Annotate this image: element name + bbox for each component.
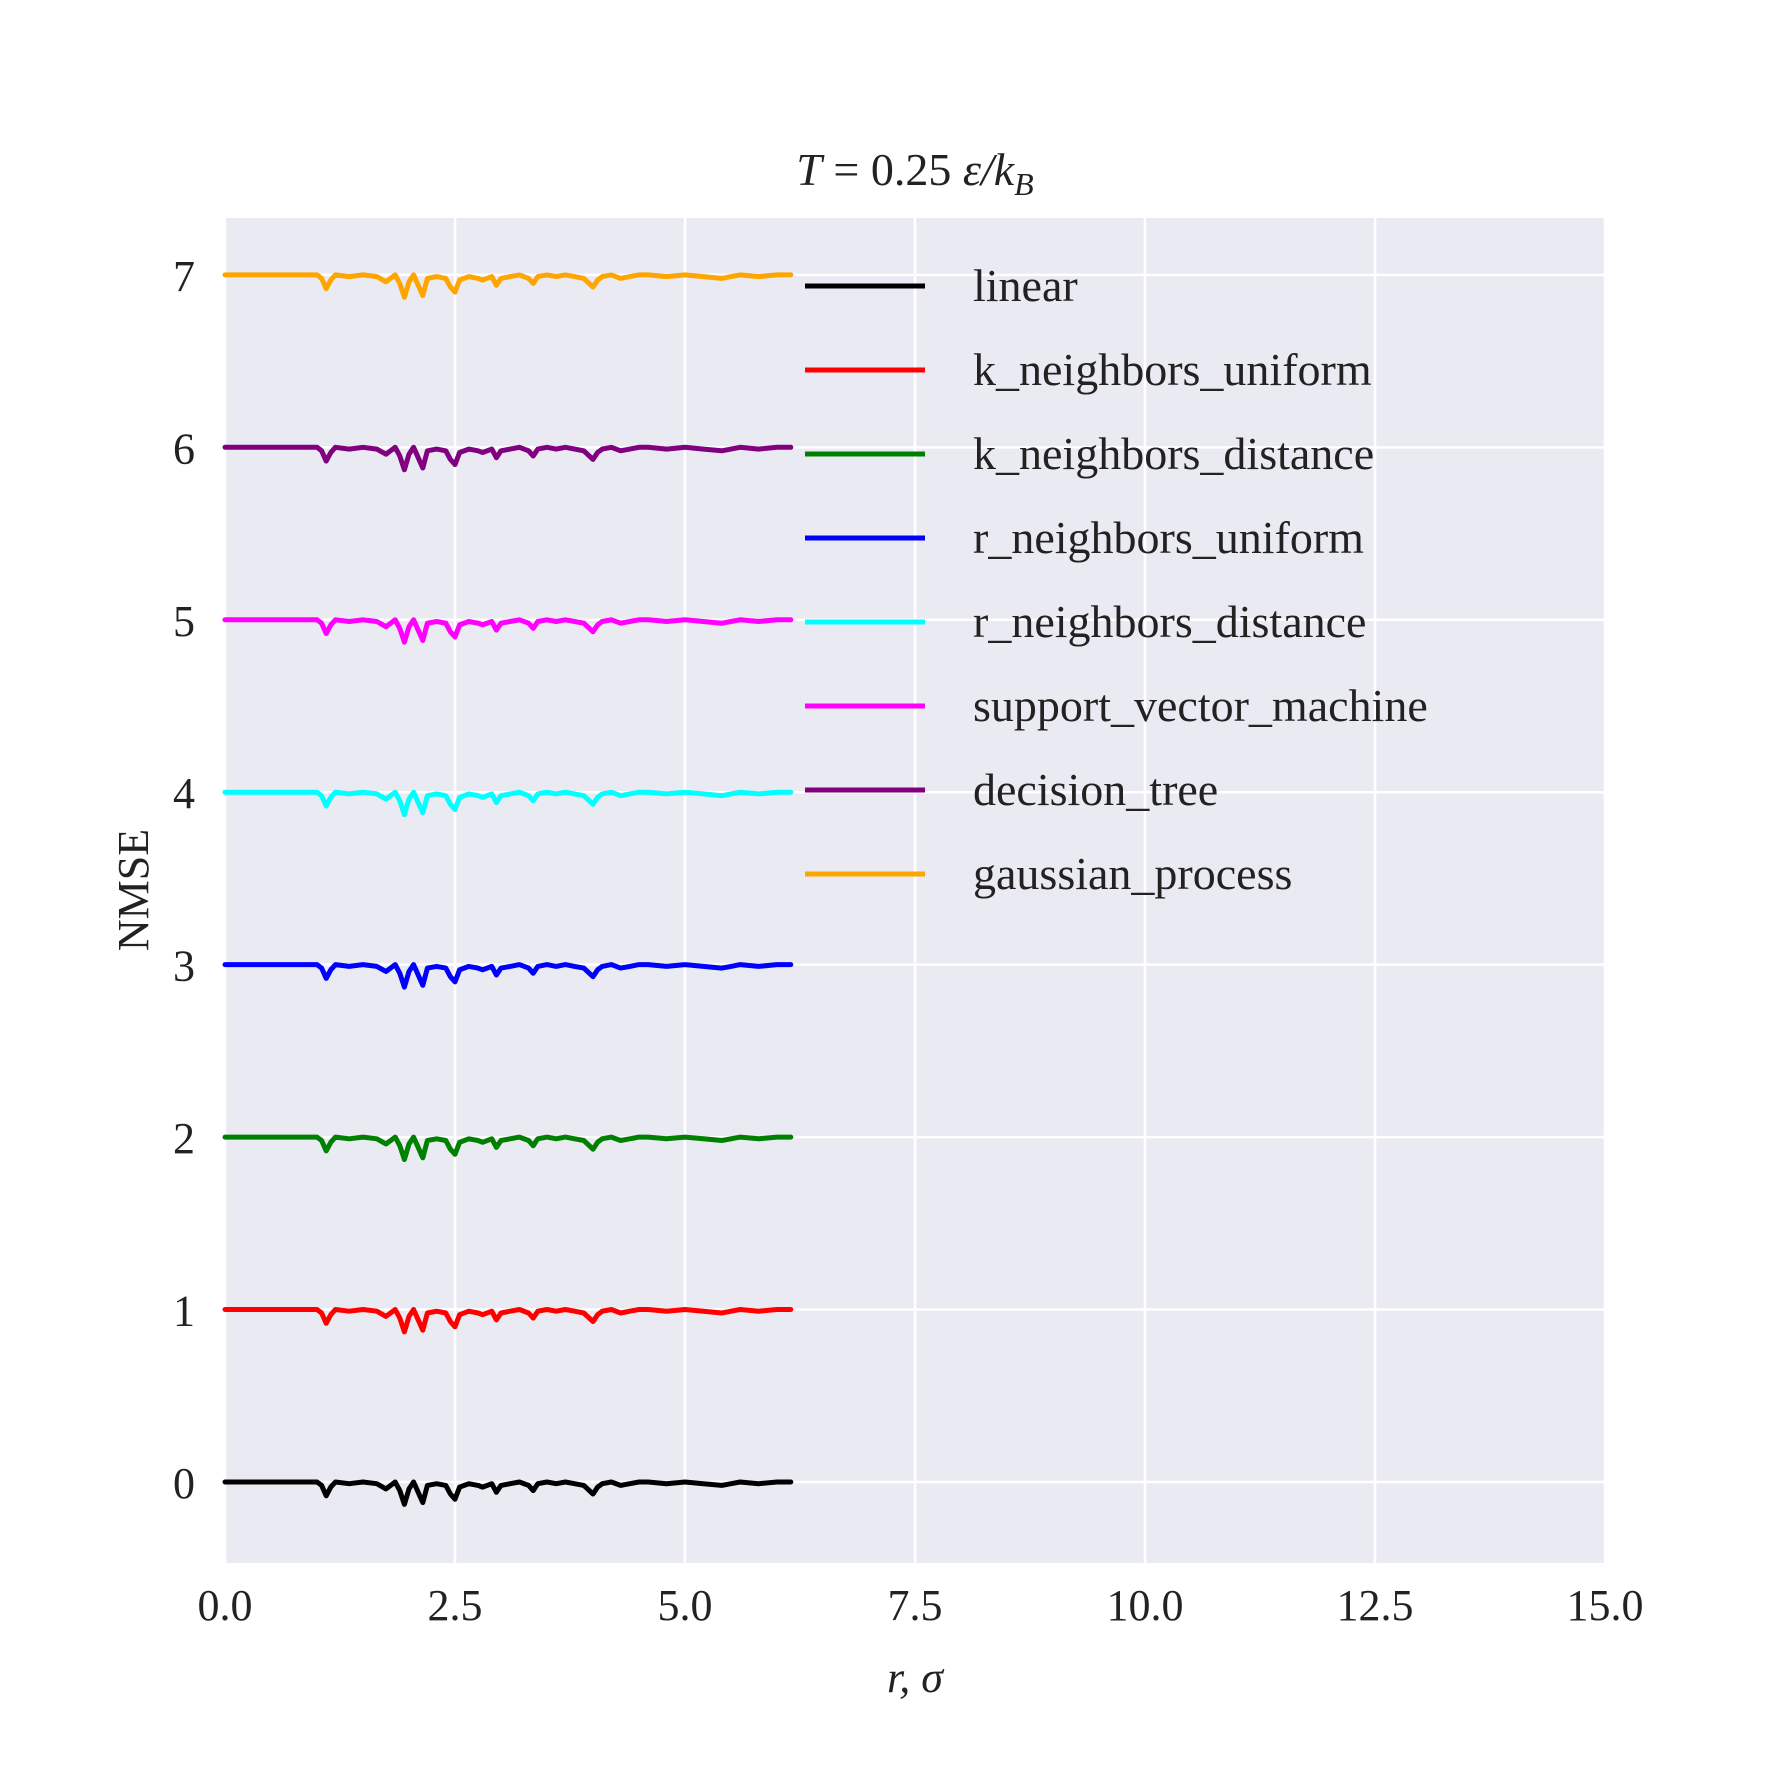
x-tick-label: 12.5 <box>1337 1581 1414 1630</box>
legend-label-k-neighbors-uniform: k_neighbors_uniform <box>973 344 1372 395</box>
y-tick-label: 1 <box>173 1287 195 1336</box>
legend-label-support-vector-machine: support_vector_machine <box>973 680 1428 731</box>
x-tick-label: 5.0 <box>658 1581 713 1630</box>
series-line-r-neighbors-uniform <box>222 962 794 990</box>
legend-label-linear: linear <box>973 260 1078 311</box>
y-tick-label: 3 <box>173 942 195 991</box>
y-tick-label: 0 <box>173 1459 195 1508</box>
x-tick-label: 15.0 <box>1567 1581 1644 1630</box>
legend-label-k-neighbors-distance: k_neighbors_distance <box>973 428 1374 479</box>
y-tick-label: 6 <box>173 424 195 473</box>
y-tick-label: 4 <box>173 769 195 818</box>
y-axis-label: NMSE <box>109 829 158 951</box>
y-tick-label: 2 <box>173 1114 195 1163</box>
title-temperature-symbol: T <box>796 144 825 195</box>
title-unit-subscript: B <box>1014 166 1034 202</box>
legend-label-r-neighbors-uniform: r_neighbors_uniform <box>973 512 1364 563</box>
y-tick-label: 7 <box>173 252 195 301</box>
gridlines <box>223 218 1607 1563</box>
y-tick-labels: 0 1 2 3 4 5 6 7 <box>173 252 195 1508</box>
x-tick-label: 7.5 <box>888 1581 943 1630</box>
x-axis-label: r, σ <box>887 1653 945 1702</box>
legend-label-decision-tree: decision_tree <box>973 764 1218 815</box>
y-tick-label: 5 <box>173 597 195 646</box>
series-line-linear <box>222 1479 794 1507</box>
series-line-support-vector-machine <box>222 617 794 645</box>
series-line-gaussian-process <box>222 272 794 300</box>
legend-label-gaussian-process: gaussian_process <box>973 848 1292 899</box>
x-tick-labels: 0.0 2.5 5.0 7.5 10.0 12.5 15.0 <box>198 1581 1644 1630</box>
series-lines <box>222 272 794 1507</box>
series-line-r-neighbors-distance <box>222 789 794 818</box>
series-line-k-neighbors-distance <box>222 1134 794 1162</box>
series-line-decision-tree <box>222 444 794 473</box>
title-value: = 0.25 <box>822 144 963 195</box>
x-tick-label: 0.0 <box>198 1581 253 1630</box>
legend-label-r-neighbors-distance: r_neighbors_distance <box>973 596 1366 647</box>
x-tick-label: 10.0 <box>1107 1581 1184 1630</box>
series-line-k-neighbors-uniform <box>222 1307 794 1335</box>
x-tick-label: 2.5 <box>428 1581 483 1630</box>
chart-title: T = 0.25 ε/kB <box>796 144 1033 202</box>
legend: linear k_neighbors_uniform k_neighbors_dis… <box>805 260 1428 899</box>
title-unit: ε/k <box>963 144 1016 195</box>
